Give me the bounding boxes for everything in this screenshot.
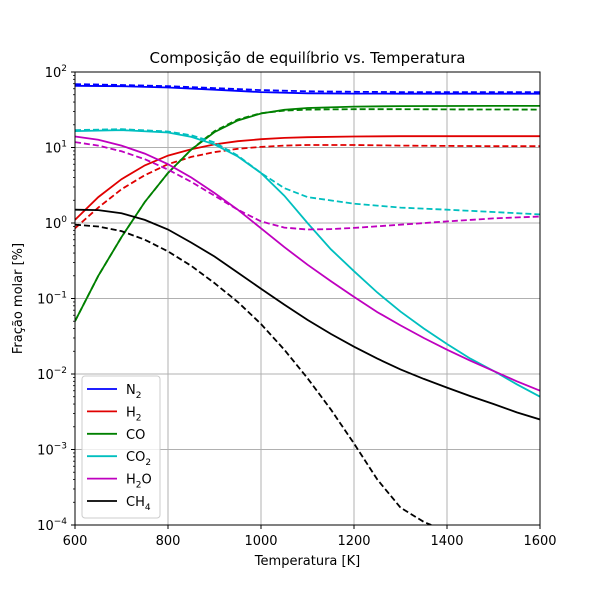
chart-title: Composição de equilíbrio vs. Temperatura	[150, 49, 466, 67]
series-line-n2-dashed	[75, 83, 540, 93]
x-axis-label: Temperatura [K]	[254, 554, 360, 569]
legend: N2 H2 CO CO2 H2O CH4	[81, 375, 161, 519]
series-lines	[75, 83, 540, 525]
y-tick-label: 102	[45, 64, 67, 81]
x-tick-label: 1400	[430, 534, 463, 549]
x-ticks: 600 800 1000 1200 1400 1600	[63, 525, 557, 549]
legend-label: CH4	[126, 495, 151, 513]
x-tick-label: 800	[156, 534, 181, 549]
y-tick-label: 100	[45, 215, 68, 232]
y-tick-label: 10−2	[37, 366, 67, 383]
series-line-h2-dashed	[75, 144, 540, 229]
y-tick-label: 10−3	[37, 442, 67, 459]
y-axis-label: Fração molar [%]	[11, 243, 26, 354]
legend-box	[81, 375, 161, 519]
x-tick-label: 1200	[337, 534, 370, 549]
series-line-co2-dashed	[75, 128, 540, 216]
y-ticks: 10−4 10−3 10−2 10−1 100 101 102	[37, 64, 75, 534]
series-line-ch4-solid	[75, 208, 540, 421]
x-tick-label: 1000	[244, 534, 277, 549]
x-tick-label: 600	[63, 534, 88, 549]
legend-label: CO	[126, 428, 145, 443]
series-line-co-solid	[75, 105, 540, 322]
series-line-h2-solid	[75, 135, 540, 221]
series-line-co-dashed	[75, 108, 540, 322]
y-tick-label: 101	[45, 140, 67, 157]
series-line-n2-solid	[75, 84, 540, 95]
series-line-ch4-dashed	[75, 223, 432, 525]
series-line-h2o-dashed	[75, 141, 540, 231]
legend-label: CO2	[126, 450, 151, 468]
legend-label: H2	[126, 405, 142, 423]
y-tick-label: 10−4	[37, 517, 67, 534]
y-tick-label: 10−1	[37, 291, 67, 308]
series-line-h2o-solid	[75, 135, 540, 392]
x-tick-label: 1600	[523, 534, 556, 549]
legend-label: H2O	[126, 473, 152, 491]
series-line-co2-solid	[75, 129, 540, 398]
legend-label: N2	[126, 383, 141, 401]
